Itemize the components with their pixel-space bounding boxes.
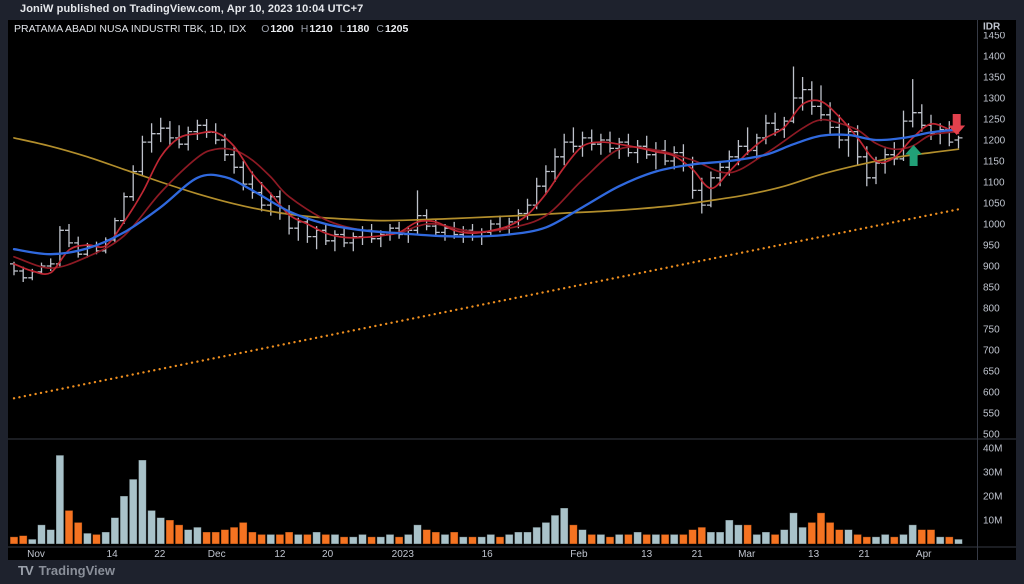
svg-text:1400: 1400	[983, 52, 1006, 63]
svg-text:14: 14	[107, 549, 119, 560]
svg-text:21: 21	[692, 549, 704, 560]
high-label: H	[300, 23, 309, 35]
svg-text:1150: 1150	[983, 157, 1005, 168]
svg-text:950: 950	[983, 241, 1000, 252]
volume-axis[interactable]: 40M 30M 20M 10M	[983, 444, 1002, 527]
svg-text:Apr: Apr	[916, 549, 932, 560]
chart-canvas[interactable]: 1450 1400 1350 1300 1250 1200 1150 1100 1050 1000…	[8, 20, 1016, 560]
svg-text:1200: 1200	[983, 136, 1006, 147]
svg-text:40M: 40M	[983, 444, 1002, 455]
currency-label: IDR	[983, 22, 1001, 33]
open-value: 1200	[270, 23, 294, 35]
ma-blue-line	[12, 128, 960, 256]
svg-text:13: 13	[808, 549, 820, 560]
svg-text:1050: 1050	[983, 199, 1006, 210]
open-label: O	[261, 23, 270, 35]
publish-attribution: JoniW published on TradingView.com, Apr …	[20, 3, 364, 15]
close-label: C	[376, 23, 384, 35]
svg-text:20M: 20M	[983, 492, 1002, 503]
svg-text:650: 650	[983, 367, 1000, 378]
svg-text:10M: 10M	[983, 516, 1002, 527]
close-value: 1205	[384, 23, 409, 35]
time-axis[interactable]: Nov 14 22 Dec 12 20 2023 16 Feb 13 21 Mar 13 21 Apr	[27, 549, 932, 560]
symbol-legend[interactable]: PRATAMA ABADI NUSA INDUSTRI TBK, 1D, IDX…	[14, 23, 408, 35]
price-axis[interactable]: 1450 1400 1350 1300 1250 1200 1150 1100 1050 1000…	[978, 20, 1016, 441]
ohlc-readout: O1200 H1210 L1180 C1205	[254, 23, 408, 35]
svg-text:750: 750	[983, 325, 1000, 336]
svg-text:1000: 1000	[983, 220, 1006, 231]
svg-text:22: 22	[154, 549, 166, 560]
ma-yellow-line	[13, 137, 960, 222]
svg-text:16: 16	[482, 549, 494, 560]
svg-text:30M: 30M	[983, 468, 1002, 479]
sell-signal-arrow	[948, 114, 966, 135]
volume-bars[interactable]	[9, 454, 963, 545]
ma-fast-red-line	[13, 99, 960, 275]
tradingview-logo-icon: TV	[18, 563, 34, 578]
svg-text:Nov: Nov	[27, 549, 45, 560]
svg-text:550: 550	[983, 409, 1000, 420]
svg-text:1300: 1300	[983, 94, 1006, 105]
svg-text:900: 900	[983, 262, 1000, 273]
low-label: L	[339, 23, 346, 35]
svg-text:1350: 1350	[983, 73, 1006, 84]
svg-text:700: 700	[983, 346, 1000, 357]
tradingview-logo-text: TradingView	[38, 563, 115, 578]
svg-text:600: 600	[983, 388, 1000, 399]
svg-text:800: 800	[983, 304, 1000, 315]
svg-text:Mar: Mar	[738, 549, 756, 560]
tradingview-branding[interactable]: TV TradingView	[18, 563, 115, 578]
low-value: 1180	[346, 23, 370, 35]
svg-text:1250: 1250	[983, 115, 1006, 126]
high-value: 1210	[309, 23, 333, 35]
svg-text:500: 500	[983, 430, 1000, 441]
svg-text:1100: 1100	[983, 178, 1005, 189]
dotted-trendline	[12, 208, 960, 400]
svg-text:13: 13	[641, 549, 653, 560]
symbol-title: PRATAMA ABADI NUSA INDUSTRI TBK, 1D, IDX	[14, 23, 247, 35]
buy-signal-arrow	[905, 145, 923, 166]
chart-frame[interactable]: PRATAMA ABADI NUSA INDUSTRI TBK, 1D, IDX…	[8, 20, 1016, 560]
svg-text:2023: 2023	[392, 549, 415, 560]
svg-text:12: 12	[274, 549, 286, 560]
svg-text:20: 20	[322, 549, 334, 560]
svg-text:21: 21	[859, 549, 871, 560]
pane-separators	[8, 20, 1016, 560]
svg-text:Feb: Feb	[570, 549, 588, 560]
svg-text:Dec: Dec	[208, 549, 226, 560]
svg-text:850: 850	[983, 283, 1000, 294]
ma-slow-red-line	[13, 118, 960, 269]
svg-text:1450: 1450	[983, 31, 1006, 42]
